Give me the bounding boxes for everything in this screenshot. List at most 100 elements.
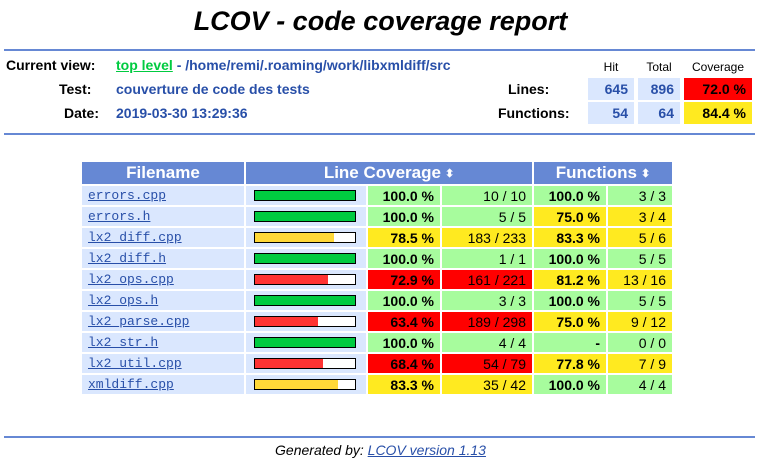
file-link[interactable]: errors.cpp <box>88 188 167 203</box>
lines-coverage: 72.0 % <box>684 78 752 100</box>
lines-hit: 645 <box>588 78 634 100</box>
functions-coverage: 84.4 % <box>684 102 752 124</box>
line-coverage-count: 1 / 1 <box>442 249 532 268</box>
summary-coverage-header: Coverage <box>691 60 745 74</box>
coverage-bar <box>254 211 356 222</box>
test-label: Test: <box>59 81 92 97</box>
function-coverage-percent: 100.0 % <box>534 249 606 268</box>
line-coverage-percent: 100.0 % <box>368 186 440 205</box>
filename-cell: errors.h <box>82 207 244 226</box>
coverage-bar-cell <box>246 333 366 352</box>
coverage-bar-cell <box>246 291 366 310</box>
function-coverage-percent: 75.0 % <box>534 207 606 226</box>
coverage-bar-cell <box>246 354 366 373</box>
coverage-bar <box>254 274 356 285</box>
date-value: 2019-03-30 13:29:36 <box>116 105 248 121</box>
function-coverage-count: 3 / 4 <box>608 207 672 226</box>
date-label: Date: <box>64 105 100 121</box>
functions-hit: 54 <box>588 102 634 124</box>
top-divider <box>4 49 755 51</box>
coverage-bar-fill <box>255 359 324 368</box>
function-coverage-percent: 100.0 % <box>534 186 606 205</box>
summary-total-header: Total <box>646 60 672 74</box>
line-coverage-count: 35 / 42 <box>442 375 532 394</box>
file-link[interactable]: lx2_util.cpp <box>88 356 182 371</box>
function-coverage-count: 13 / 16 <box>608 270 672 289</box>
line-coverage-percent: 100.0 % <box>368 207 440 226</box>
table-row: lx2_str.h 100.0 % 4 / 4-0 / 0 <box>82 333 672 352</box>
current-view-label: Current view: <box>6 57 96 73</box>
function-coverage-percent: 77.8 % <box>534 354 606 373</box>
coverage-bar-cell <box>246 186 366 205</box>
table-row: lx2_diff.h 100.0 % 1 / 1 100.0 % 5 / 5 <box>82 249 672 268</box>
coverage-bar-fill <box>255 338 355 347</box>
function-coverage-percent: 75.0 % <box>534 312 606 331</box>
function-coverage-percent: 81.2 % <box>534 270 606 289</box>
file-link[interactable]: lx2_str.h <box>88 335 159 350</box>
page-title: LCOV - code coverage report <box>193 6 568 36</box>
line-coverage-header[interactable]: Line Coverage ⬍ <box>246 162 532 184</box>
lcov-version-link[interactable]: LCOV version 1.13 <box>367 442 486 458</box>
table-row: lx2_ops.cpp 72.9 % 161 / 221 81.2 % 13 / 16 <box>82 270 672 289</box>
functions-total: 64 <box>638 102 680 124</box>
line-coverage-percent: 100.0 % <box>368 333 440 352</box>
line-coverage-percent: 83.3 % <box>368 375 440 394</box>
line-coverage-percent: 63.4 % <box>368 312 440 331</box>
line-coverage-percent: 72.9 % <box>368 270 440 289</box>
function-coverage-count: 3 / 3 <box>608 186 672 205</box>
file-coverage-table: Filename Line Coverage ⬍ Functions ⬍ error… <box>80 160 674 396</box>
sort-icon[interactable]: ⬍ <box>444 168 455 181</box>
coverage-bar <box>254 337 356 348</box>
function-coverage-count: 5 / 6 <box>608 228 672 247</box>
coverage-bar-cell <box>246 207 366 226</box>
line-coverage-percent: 100.0 % <box>368 249 440 268</box>
function-coverage-percent: 83.3 % <box>534 228 606 247</box>
coverage-bar-cell <box>246 249 366 268</box>
table-row: errors.cpp 100.0 % 10 / 10 100.0 % 3 / 3 <box>82 186 672 205</box>
file-link[interactable]: lx2_parse.cpp <box>88 314 190 329</box>
coverage-bar-fill <box>255 317 319 326</box>
lines-label: Lines: <box>508 81 550 97</box>
function-coverage-percent: - <box>534 333 606 352</box>
function-coverage-percent: 100.0 % <box>534 375 606 394</box>
table-row: lx2_util.cpp 68.4 % 54 / 79 77.8 % 7 / 9 <box>82 354 672 373</box>
line-coverage-percent: 68.4 % <box>368 354 440 373</box>
coverage-bar-cell <box>246 312 366 331</box>
file-link[interactable]: lx2_diff.cpp <box>88 230 182 245</box>
table-row: lx2_parse.cpp 63.4 % 189 / 298 75.0 % 9 / 12 <box>82 312 672 331</box>
line-coverage-percent: 78.5 % <box>368 228 440 247</box>
current-path: - /home/remi/.roaming/work/libxmldiff/sr… <box>176 57 451 73</box>
file-link[interactable]: errors.h <box>88 209 151 224</box>
footer: Generated by: LCOV version 1.13 <box>0 442 761 458</box>
function-coverage-count: 7 / 9 <box>608 354 672 373</box>
top-level-link[interactable]: top level <box>116 57 173 73</box>
coverage-bar-fill <box>255 212 355 221</box>
coverage-bar-fill <box>255 254 355 263</box>
line-coverage-count: 5 / 5 <box>442 207 532 226</box>
function-coverage-percent: 100.0 % <box>534 291 606 310</box>
coverage-bar-fill <box>255 191 355 200</box>
functions-label: Functions: <box>498 105 570 121</box>
coverage-bar-fill <box>255 380 339 389</box>
coverage-bar <box>254 295 356 306</box>
line-coverage-count: 3 / 3 <box>442 291 532 310</box>
filename-cell: xmldiff.cpp <box>82 375 244 394</box>
sort-icon[interactable]: ⬍ <box>641 168 651 181</box>
coverage-bar-fill <box>255 233 334 242</box>
file-link[interactable]: lx2_ops.cpp <box>88 272 174 287</box>
table-row: lx2_ops.h 100.0 % 3 / 3 100.0 % 5 / 5 <box>82 291 672 310</box>
function-coverage-count: 5 / 5 <box>608 249 672 268</box>
file-link[interactable]: lx2_diff.h <box>88 251 167 266</box>
filename-cell: lx2_ops.h <box>82 291 244 310</box>
coverage-bar <box>254 379 356 390</box>
file-link[interactable]: xmldiff.cpp <box>88 377 174 392</box>
test-value: couverture de code des tests <box>116 81 310 97</box>
filename-cell: lx2_diff.h <box>82 249 244 268</box>
lines-total: 896 <box>638 78 680 100</box>
filename-cell: lx2_util.cpp <box>82 354 244 373</box>
summary-hit-header: Hit <box>603 60 619 74</box>
coverage-bar <box>254 358 356 369</box>
file-link[interactable]: lx2_ops.h <box>88 293 159 308</box>
function-coverage-count: 0 / 0 <box>608 333 672 352</box>
functions-header[interactable]: Functions ⬍ <box>534 162 672 184</box>
